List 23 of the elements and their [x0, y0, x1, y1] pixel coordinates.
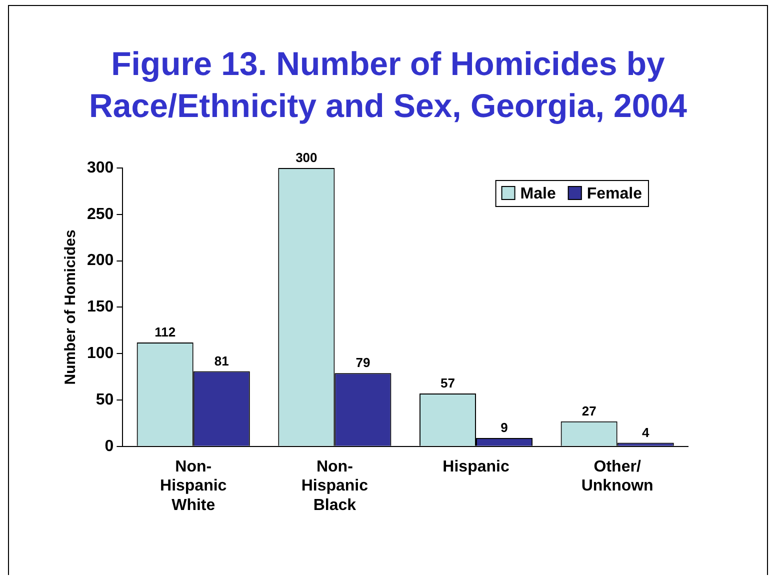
- data-label: 112: [154, 324, 176, 340]
- data-label: 27: [582, 403, 596, 418]
- x-tick-label: Non-Hispanic White: [160, 458, 227, 514]
- x-tick-label: Non-Hispanic Black: [301, 458, 368, 514]
- y-tick-label: 50: [96, 391, 114, 408]
- data-label: 4: [642, 424, 650, 440]
- x-tick-label: Hispanic: [442, 458, 510, 476]
- data-label: 81: [214, 353, 229, 368]
- y-tick-label: 150: [86, 298, 114, 316]
- legend-label: Female: [586, 185, 642, 202]
- y-tick-label: 300: [86, 159, 114, 176]
- chart-title: Figure 13. Number of Homicides by Race/Ethnicity and Sex, Georgia, 2004: [88, 44, 688, 126]
- data-label: 300: [296, 150, 318, 166]
- data-label: 79: [356, 355, 370, 370]
- y-axis-title: Number of Homicides: [62, 230, 80, 385]
- legend-label: Male: [520, 185, 556, 202]
- y-tick-label: 200: [86, 252, 114, 270]
- data-label: 57: [440, 376, 455, 391]
- y-tick-label: 100: [86, 345, 114, 362]
- x-tick-label: Other/Unknown: [581, 458, 654, 495]
- y-tick-label: 250: [86, 206, 114, 223]
- data-label: 9: [500, 420, 508, 436]
- y-tick-label: 0: [104, 438, 114, 455]
